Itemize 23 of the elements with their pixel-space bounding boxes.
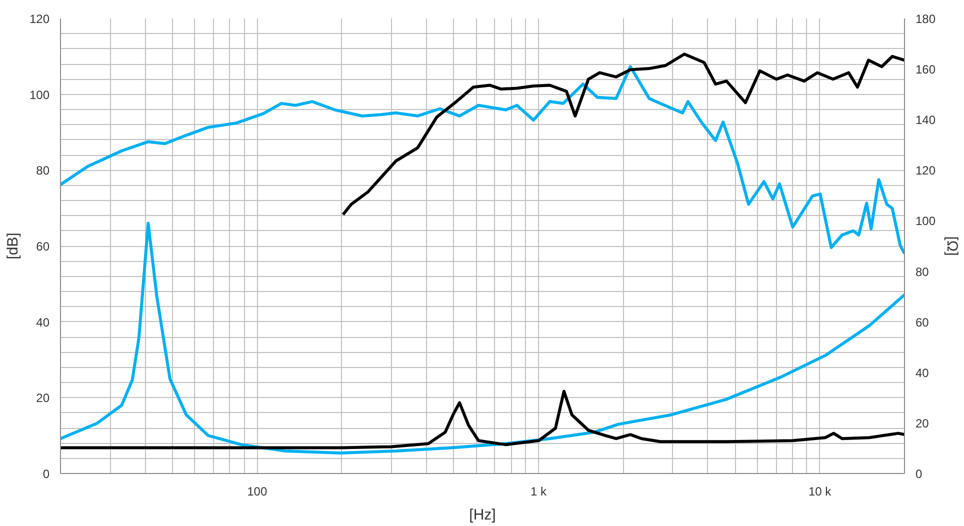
y2-tick-label: 40	[916, 366, 930, 380]
y2-tick-label: 0	[916, 467, 922, 481]
y-tick-label: 80	[36, 164, 50, 178]
y2-axis-title: [Ω]	[944, 236, 961, 256]
x-tick-label: 100	[247, 484, 268, 498]
y-tick-label: 120	[29, 12, 50, 26]
y-axis-title: [dB]	[4, 232, 22, 260]
y2-tick-label: 20	[916, 416, 930, 430]
y2-tick-label: 140	[916, 113, 936, 128]
y-tick-label: 40	[36, 315, 50, 330]
y-tick-label: 60	[36, 240, 50, 254]
y2-tick-label: 60	[916, 315, 930, 330]
y-tick-label: 0	[42, 467, 50, 481]
y2-tick-label: 180	[916, 12, 936, 26]
y2-tick-label: 100	[916, 214, 936, 228]
y2-tick-label: 80	[916, 264, 930, 279]
x-tick-label: 1 k	[530, 484, 548, 498]
y2-tick-label: 160	[916, 62, 936, 77]
y2-tick-label: 120	[916, 164, 936, 178]
x-axis-title: [Hz]	[469, 506, 496, 524]
y-tick-label: 100	[29, 88, 50, 102]
x-tick-label: 10 k	[808, 484, 832, 498]
y-tick-label: 20	[36, 391, 50, 406]
